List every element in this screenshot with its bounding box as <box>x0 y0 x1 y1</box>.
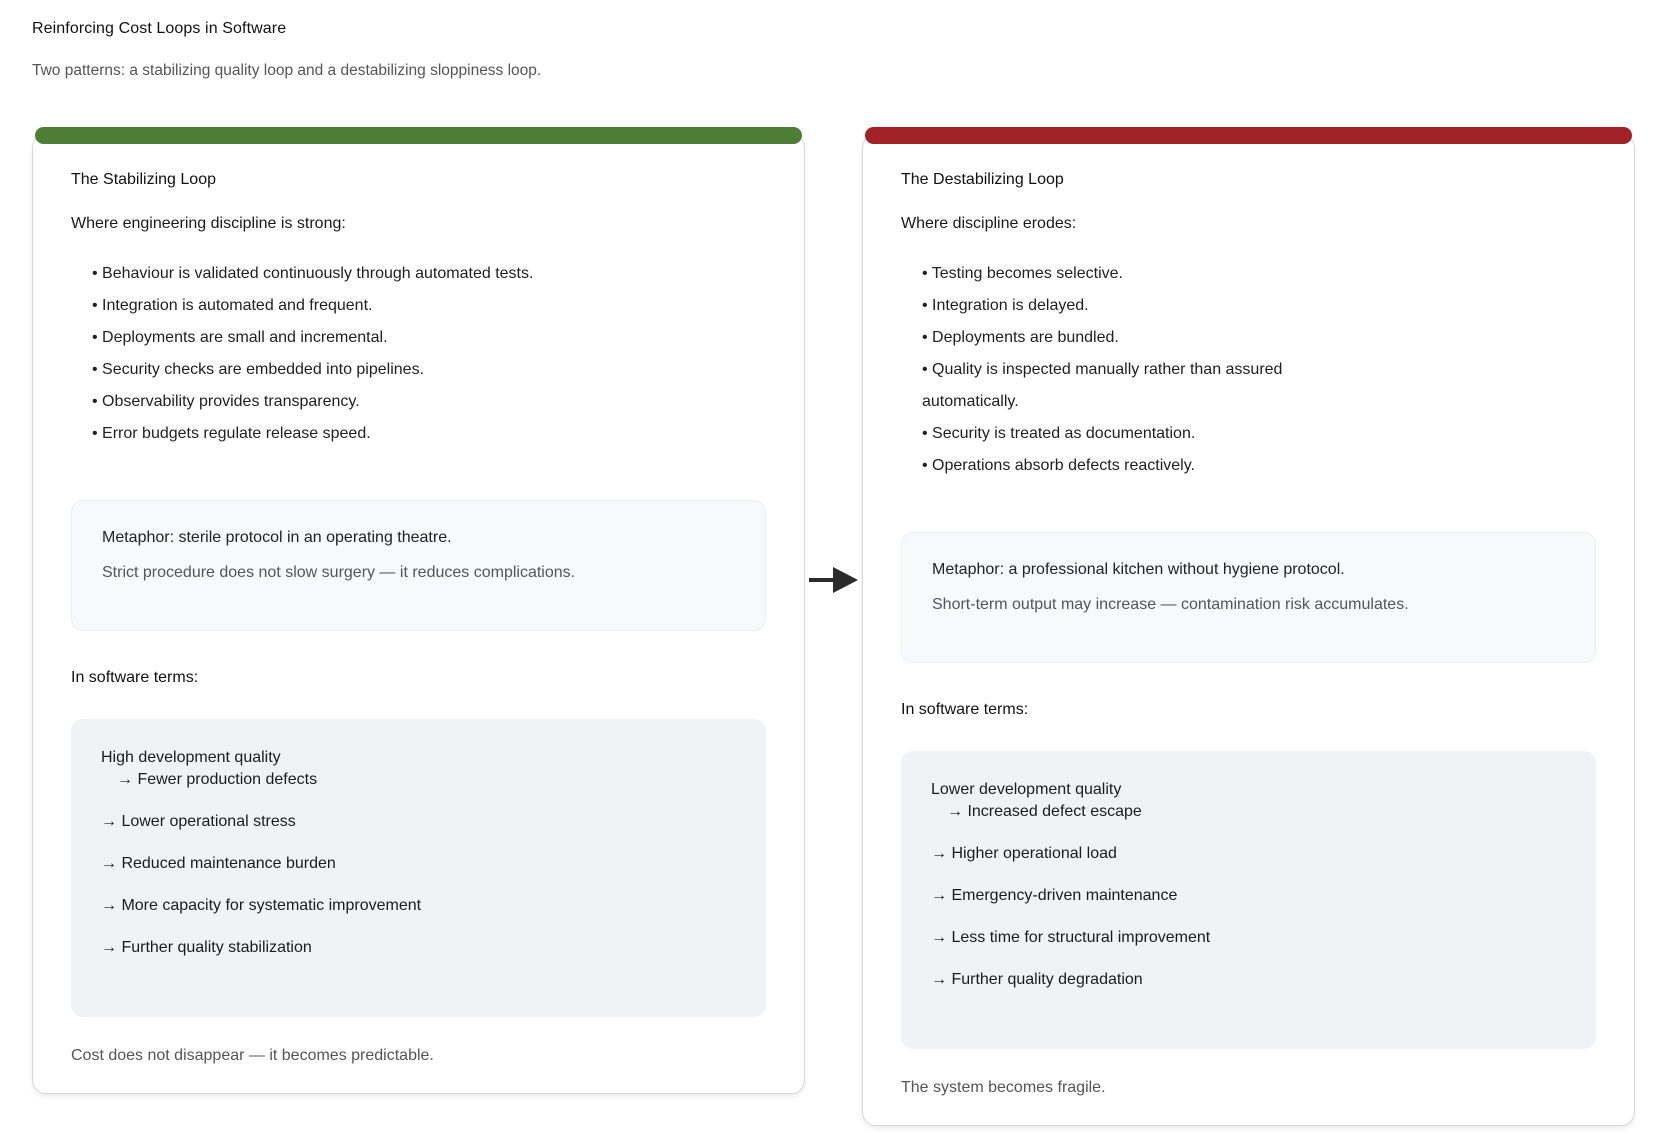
loop-comparison: The Stabilizing Loop Where engineering d… <box>32 126 1640 1126</box>
chain-start-line: Lower development quality <box>931 781 1122 798</box>
bullet-list: • Testing becomes selective. • Integrati… <box>901 258 1596 482</box>
chain-step: → Emergency-driven maintenance <box>931 887 1178 904</box>
causal-chain-box: Lower development quality → Increased de… <box>901 751 1596 1049</box>
chain-step: → Further quality degradation <box>931 971 1143 988</box>
chain-start-line: High development quality <box>101 749 281 766</box>
flow-arrow-column <box>805 567 862 593</box>
stabilizing-accent-bar <box>35 127 802 144</box>
chain-start-sub: → Fewer production defects <box>117 771 318 788</box>
chain-start: High development quality → Fewer product… <box>101 747 736 791</box>
list-item: • Integration is delayed. <box>922 297 1089 314</box>
list-item: • Error budgets regulate release speed. <box>92 425 371 442</box>
stabilizing-card-body: The Stabilizing Loop Where engineering d… <box>33 135 804 1093</box>
chain-step: → Reduced maintenance burden <box>101 855 336 872</box>
list-item: • Observability provides transparency. <box>92 393 360 410</box>
metaphor-explanation: Strict procedure does not slow surgery —… <box>102 564 576 581</box>
bullet-list: • Behaviour is validated continuously th… <box>71 258 766 450</box>
destabilizing-loop-card: The Destabilizing Loop Where discipline … <box>862 127 1635 1126</box>
card-intro: Where engineering discipline is strong: <box>71 215 346 232</box>
card-heading: The Stabilizing Loop <box>71 171 216 188</box>
chain-step: → Lower operational stress <box>101 813 296 830</box>
card-footer: Cost does not disappear — it becomes pre… <box>71 1047 434 1064</box>
list-item: • Security is treated as documentation. <box>922 425 1196 442</box>
metaphor-line: Metaphor: a professional kitchen without… <box>932 561 1345 578</box>
list-item: • Integration is automated and frequent. <box>92 297 373 314</box>
metaphor-box: Metaphor: a professional kitchen without… <box>901 532 1596 663</box>
causal-chain-box: High development quality → Fewer product… <box>71 719 766 1017</box>
metaphor-line: Metaphor: sterile protocol in an operati… <box>102 529 452 546</box>
list-item: • Quality is inspected manually rather t… <box>922 361 1283 410</box>
chain-step: → Less time for structural improvement <box>931 929 1211 946</box>
chain-start-sub: → Increased defect escape <box>947 803 1142 820</box>
card-intro: Where discipline erodes: <box>901 215 1077 232</box>
list-item: • Testing becomes selective. <box>922 265 1123 282</box>
metaphor-explanation: Short-term output may increase — contami… <box>932 596 1409 613</box>
chain-start: Lower development quality → Increased de… <box>931 779 1566 823</box>
list-item: • Operations absorb defects reactively. <box>922 457 1195 474</box>
chain-step: → Further quality stabilization <box>101 939 312 956</box>
destabilizing-card-body: The Destabilizing Loop Where discipline … <box>863 135 1634 1125</box>
card-footer: The system becomes fragile. <box>901 1079 1106 1096</box>
list-item: • Behaviour is validated continuously th… <box>92 265 534 282</box>
page-subtitle: Two patterns: a stabilizing quality loop… <box>32 62 542 79</box>
software-terms-label: In software terms: <box>901 701 1029 718</box>
list-item: • Deployments are small and incremental. <box>92 329 388 346</box>
arrow-head <box>833 567 858 593</box>
list-item: • Security checks are embedded into pipe… <box>92 361 425 378</box>
destabilizing-accent-bar <box>865 127 1632 144</box>
chain-step: → More capacity for systematic improveme… <box>101 897 422 914</box>
arrow-shaft <box>809 578 833 582</box>
list-item: • Deployments are bundled. <box>922 329 1119 346</box>
stabilizing-loop-card: The Stabilizing Loop Where engineering d… <box>32 127 805 1094</box>
chain-step: → Higher operational load <box>931 845 1117 862</box>
card-heading: The Destabilizing Loop <box>901 171 1064 188</box>
software-terms-label: In software terms: <box>71 669 199 686</box>
right-arrow-icon <box>809 567 858 593</box>
metaphor-box: Metaphor: sterile protocol in an operati… <box>71 500 766 631</box>
page-title: Reinforcing Cost Loops in Software <box>32 20 287 37</box>
